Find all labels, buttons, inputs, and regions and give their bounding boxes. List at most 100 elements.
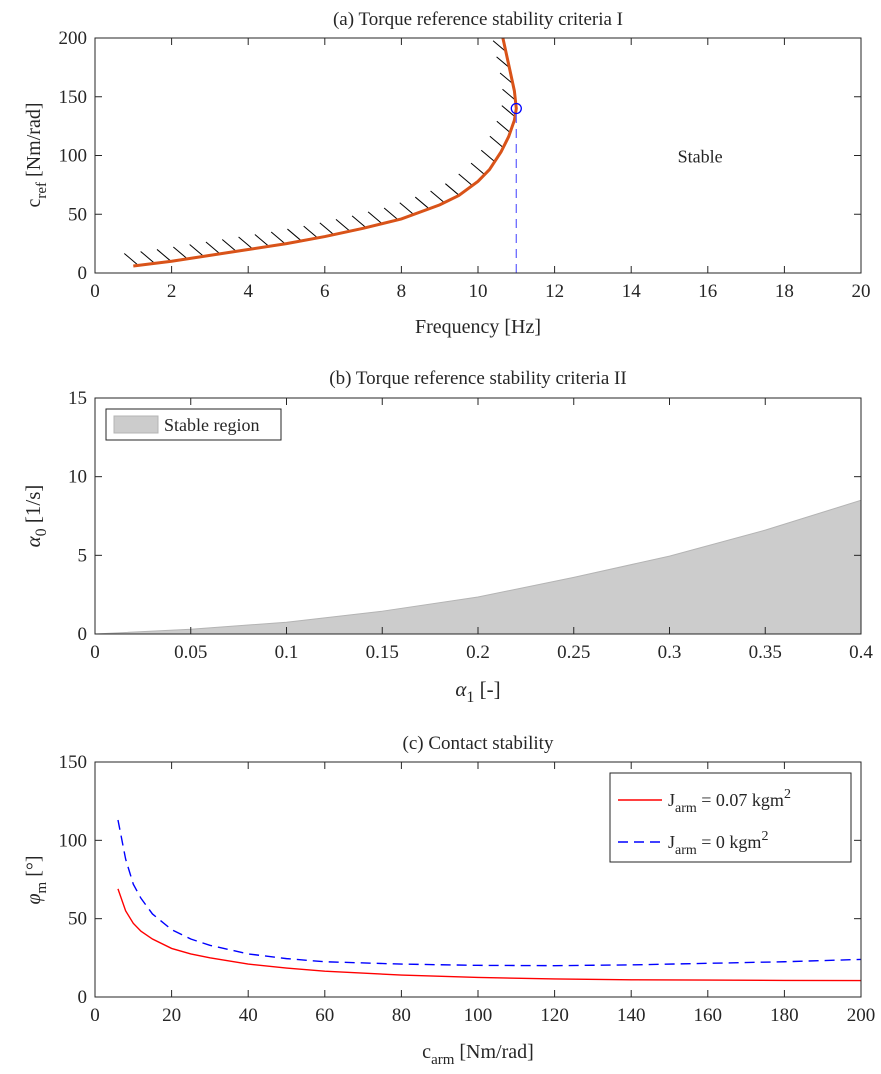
hatch-mark — [351, 215, 366, 228]
x-tick-label: 2 — [167, 281, 177, 302]
hatch-mark — [254, 234, 269, 246]
hatch-mark — [173, 246, 187, 259]
x-tick-label: 4 — [243, 281, 253, 302]
x-tick-label: 0.1 — [275, 642, 299, 663]
panel-b-title: (b) Torque reference stability criteria … — [329, 368, 626, 389]
hatch-mark — [367, 211, 382, 224]
panel-a-xlabel: Frequency [Hz] — [415, 316, 541, 338]
y-tick-label: 100 — [59, 146, 88, 167]
legend-label: Stable region — [164, 415, 259, 435]
x-tick-label: 0.2 — [466, 642, 490, 663]
x-tick-label: 0 — [90, 1005, 100, 1026]
panel-b-legend: Stable region — [105, 408, 282, 441]
hatch-mark — [502, 88, 516, 101]
panel-b: (b) Torque reference stability criteria … — [21, 368, 873, 706]
x-tick-label: 20 — [162, 1005, 181, 1026]
hatch-mark — [458, 173, 473, 186]
hatch-mark — [480, 149, 495, 162]
x-tick-label: 80 — [392, 1005, 411, 1026]
y-tick-label: 5 — [78, 545, 88, 566]
panel-b-ticks: 0 0.05 0.1 0.15 0.2 0.25 0.3 0.35 0.4 0 5 10 15 — [68, 388, 873, 663]
hatch-mark — [140, 251, 154, 263]
x-tick-label: 0.15 — [366, 642, 399, 663]
hatch-mark — [492, 40, 507, 53]
x-tick-label: 0 — [90, 281, 100, 302]
hatch-mark — [287, 228, 301, 241]
panel-a-plot: Stable — [123, 38, 723, 273]
x-tick-label: 0.35 — [749, 642, 782, 663]
x-tick-label: 200 — [847, 1005, 876, 1026]
x-tick-label: 14 — [622, 281, 642, 302]
x-tick-label: 16 — [698, 281, 717, 302]
panel-c-legend: Jarm = 0.07 kgm2 Jarm = 0 kgm2 — [609, 772, 852, 863]
hatch-mark — [501, 105, 516, 117]
panel-a-axes-box — [94, 37, 862, 274]
x-tick-label: 0.25 — [557, 642, 590, 663]
x-tick-label: 10 — [469, 281, 488, 302]
y-tick-label: 15 — [68, 388, 87, 409]
y-tick-label: 100 — [59, 830, 88, 851]
hatch-mark — [430, 190, 444, 203]
x-tick-label: 120 — [540, 1005, 569, 1026]
panel-c-plot — [117, 819, 861, 982]
y-tick-label: 150 — [59, 87, 88, 108]
panel-b-plot — [95, 499, 861, 634]
hatch-mark — [205, 241, 220, 254]
x-tick-label: 0.4 — [849, 642, 873, 663]
panel-c-ylabel: φm [°] — [23, 855, 50, 904]
stable-region-area — [95, 499, 861, 634]
hatch-mark — [189, 244, 203, 256]
hatch-mark — [445, 183, 459, 196]
panel-c-xlabel: carm [Nm/rad] — [422, 1041, 534, 1068]
panel-c: (c) Contact stability 0 20 40 60 80 100 120 140… — [23, 733, 875, 1068]
hatch-mark — [319, 222, 334, 235]
x-tick-label: 0 — [90, 642, 100, 663]
legend-box — [609, 772, 852, 863]
stable-annotation: Stable — [678, 147, 723, 167]
hatch-mark — [496, 120, 511, 133]
hatch-mark — [123, 253, 138, 265]
y-tick-label: 50 — [68, 909, 87, 930]
x-tick-label: 12 — [545, 281, 564, 302]
panel-b-ylabel: α0 [1/s] — [21, 485, 50, 548]
y-tick-label: 50 — [68, 204, 87, 225]
x-tick-label: 100 — [464, 1005, 493, 1026]
hatch-mark — [499, 72, 514, 85]
y-tick-label: 0 — [78, 987, 88, 1008]
hatch-mark — [470, 162, 485, 175]
hatch-mark — [335, 219, 350, 231]
hatch-mark — [270, 231, 285, 244]
x-tick-label: 160 — [694, 1005, 723, 1026]
panel-c-title: (c) Contact stability — [403, 733, 554, 754]
y-tick-label: 0 — [78, 263, 88, 284]
hatch-mark — [156, 249, 171, 261]
hatch-mark — [221, 239, 236, 251]
y-tick-label: 200 — [59, 28, 88, 49]
x-tick-label: 20 — [852, 281, 871, 302]
panel-c-ticks: 0 20 40 60 80 100 120 140 160 180 200 0 50 100 150 — [59, 752, 876, 1026]
x-tick-label: 0.3 — [658, 642, 682, 663]
legend-label-1: Jarm = 0 kgm2 — [668, 829, 768, 858]
panel-a-ylabel: cref [Nm/rad] — [23, 103, 50, 208]
hatch-mark — [383, 207, 398, 220]
x-tick-label: 18 — [775, 281, 794, 302]
panel-a-title: (a) Torque reference stability criteria … — [333, 9, 623, 30]
hatch-mark — [496, 56, 510, 69]
series-line-0 — [117, 888, 861, 982]
panel-b-xlabel: α1 [-] — [455, 677, 500, 706]
legend-swatch — [113, 415, 159, 434]
y-tick-label: 10 — [68, 467, 87, 488]
hatch-mark — [414, 196, 429, 209]
hatch-mark — [238, 236, 252, 249]
stability-boundary-line — [133, 38, 518, 268]
y-tick-label: 0 — [78, 624, 88, 645]
x-tick-label: 140 — [617, 1005, 646, 1026]
hatch-mark — [303, 225, 317, 238]
x-tick-label: 6 — [320, 281, 330, 302]
x-tick-label: 40 — [239, 1005, 258, 1026]
panel-a: (a) Torque reference stability criteria … — [23, 9, 871, 338]
x-tick-label: 0.05 — [174, 642, 207, 663]
series-line-1 — [117, 819, 861, 967]
